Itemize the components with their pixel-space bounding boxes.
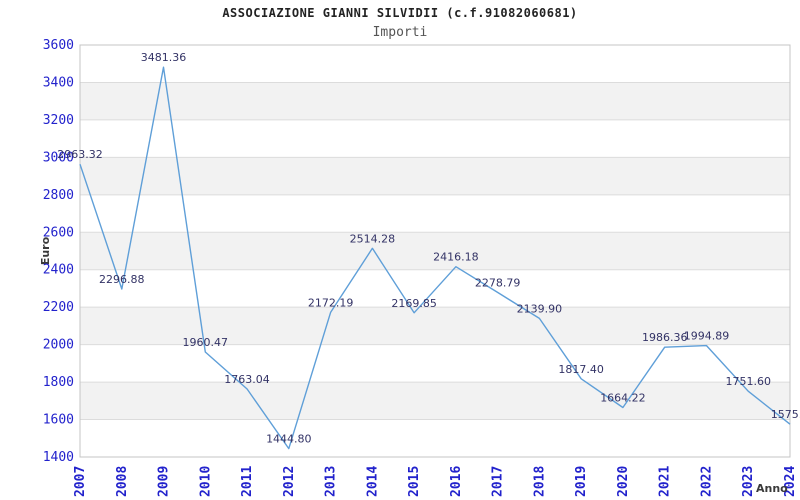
y-tick-label: 3600 [43, 38, 74, 53]
y-tick-label: 2200 [43, 300, 74, 315]
grid-band [80, 307, 790, 345]
x-axis-title: Anno [756, 482, 788, 495]
data-point-label: 2172.19 [308, 296, 354, 309]
grid-band [80, 232, 790, 270]
data-point-label: 3481.36 [141, 51, 187, 64]
x-tick-label: 2008 [115, 466, 130, 497]
x-tick-label: 2022 [699, 466, 714, 497]
y-tick-label: 2800 [43, 188, 74, 203]
x-tick-label: 2024 [783, 466, 798, 497]
x-tick-label: 2017 [491, 466, 506, 497]
x-tick-label: 2014 [365, 466, 380, 497]
data-point-label: 1817.40 [558, 363, 604, 376]
x-tick-label: 2007 [73, 466, 88, 497]
data-point-label: 1763.04 [224, 373, 270, 386]
chart-subtitle: Importi [372, 25, 428, 40]
data-point-label: 1960.47 [183, 336, 229, 349]
y-tick-label: 3000 [43, 150, 74, 165]
data-point-label: 2169.85 [391, 297, 437, 310]
x-tick-label: 2019 [574, 466, 589, 497]
y-tick-label: 1800 [43, 375, 74, 390]
x-tick-label: 2012 [282, 466, 297, 497]
x-tick-label: 2011 [240, 466, 255, 497]
chart-title: ASSOCIAZIONE GIANNI SILVIDII (c.f.910820… [222, 6, 578, 20]
x-tick-label: 2015 [407, 466, 422, 497]
grid-band [80, 382, 790, 420]
y-tick-label: 2600 [43, 225, 74, 240]
grid-band [80, 82, 790, 120]
data-point-label: 1751.60 [725, 375, 771, 388]
x-tick-label: 2013 [324, 466, 339, 497]
x-tick-label: 2016 [449, 466, 464, 497]
x-tick-label: 2009 [157, 466, 172, 497]
x-tick-label: 2020 [616, 466, 631, 497]
y-tick-label: 2400 [43, 263, 74, 278]
y-tick-label: 1600 [43, 413, 74, 428]
x-tick-label: 2023 [741, 466, 756, 497]
data-point-label: 2278.79 [475, 276, 521, 289]
data-point-label: 2296.88 [99, 273, 145, 286]
data-point-label: 1994.89 [684, 330, 730, 343]
data-point-label: 2416.18 [433, 251, 479, 264]
data-line [79, 66, 791, 450]
y-tick-label: 1400 [43, 450, 74, 465]
data-point-label: 1444.80 [266, 433, 312, 446]
grid-band [80, 157, 790, 195]
y-tick-label: 3400 [43, 75, 74, 90]
x-tick-label: 2018 [532, 466, 547, 497]
y-tick-label: 2000 [43, 338, 74, 353]
data-point-label: 1575.0 [771, 408, 800, 421]
data-point-label: 1664.22 [600, 392, 646, 405]
y-tick-label: 3200 [43, 113, 74, 128]
plot-border [79, 44, 791, 458]
data-point-label: 2514.28 [350, 232, 396, 245]
data-point-label: 2963.32 [57, 148, 103, 161]
data-point-label: 1986.36 [642, 331, 688, 344]
x-tick-label: 2010 [198, 466, 213, 497]
data-point-label: 2139.90 [517, 302, 563, 315]
x-tick-label: 2021 [658, 466, 673, 497]
